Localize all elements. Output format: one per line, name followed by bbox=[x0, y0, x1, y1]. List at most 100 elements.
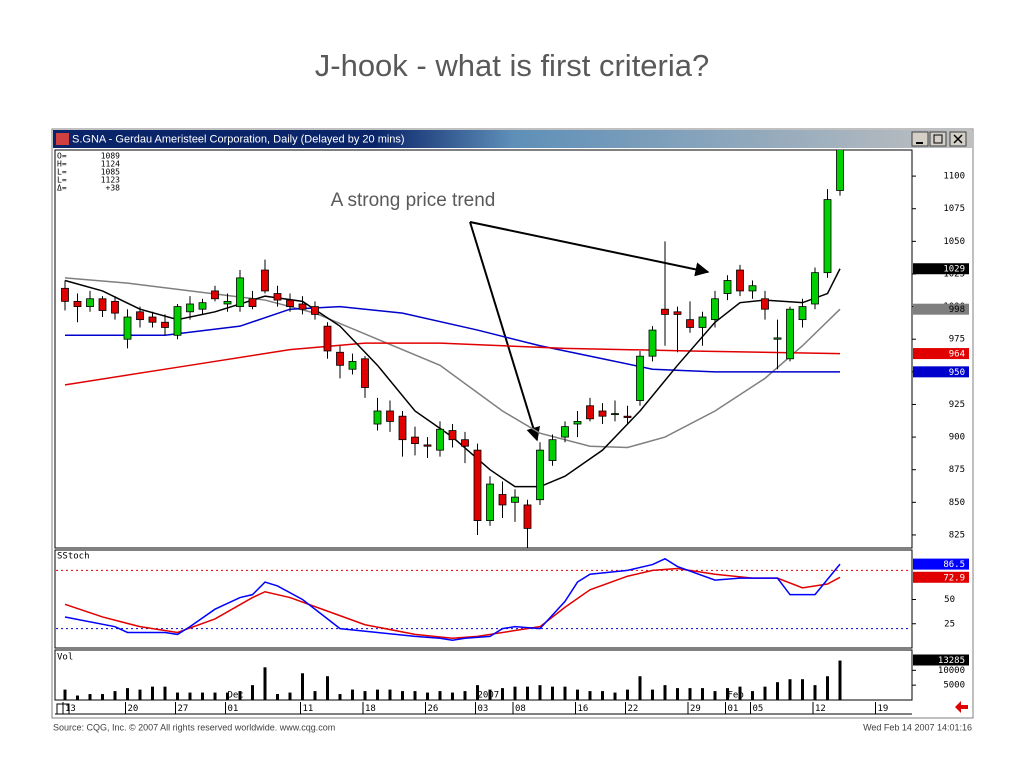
volume-bar bbox=[551, 686, 554, 700]
volume-bar bbox=[576, 689, 579, 700]
footer-source: Source: CQG, Inc. © 2007 All rights rese… bbox=[53, 722, 335, 732]
volume-bar bbox=[663, 685, 667, 700]
candle-body bbox=[498, 494, 507, 506]
y-tick-label: 50 bbox=[944, 595, 955, 605]
y-tick-label: 1025 bbox=[943, 269, 965, 279]
candle-body bbox=[298, 303, 307, 310]
volume-bar bbox=[251, 685, 254, 700]
volume-bar bbox=[138, 689, 142, 700]
candle-body bbox=[536, 449, 544, 501]
info-value: 1089 bbox=[101, 152, 120, 161]
candle-body bbox=[436, 428, 444, 451]
y-tick-label: 1100 bbox=[943, 172, 965, 182]
volume-bar bbox=[163, 686, 167, 700]
y-tick-label: 25 bbox=[944, 619, 955, 629]
volume-bar bbox=[101, 694, 104, 700]
value-badge-label: 86.5 bbox=[943, 560, 965, 570]
y-tick-label: 1050 bbox=[943, 237, 965, 247]
candle-body bbox=[836, 150, 844, 191]
info-label: O= bbox=[57, 152, 67, 161]
slide-title: J-hook - what is first criteria? bbox=[315, 48, 710, 83]
candle-body bbox=[423, 444, 432, 447]
volume-bar bbox=[338, 694, 342, 700]
candle-body bbox=[161, 321, 169, 328]
price-pane bbox=[54, 149, 913, 549]
value-badge bbox=[913, 303, 969, 315]
window-buttons[interactable] bbox=[911, 131, 967, 147]
y-tick-label: 850 bbox=[949, 498, 965, 508]
volume-bar bbox=[201, 692, 204, 700]
volume-bar bbox=[238, 691, 242, 700]
maximize-button[interactable] bbox=[929, 131, 947, 147]
info-label: L= bbox=[57, 176, 67, 185]
y-tick-label: 1075 bbox=[943, 204, 965, 214]
candle-body bbox=[773, 337, 782, 340]
volume-bar bbox=[301, 673, 304, 700]
maximize-glyph bbox=[933, 134, 943, 144]
volume-bar bbox=[288, 692, 292, 700]
volume-bar bbox=[563, 686, 567, 700]
volume-bar bbox=[688, 688, 692, 700]
x-tick-label: 01 bbox=[228, 704, 239, 714]
candle-body bbox=[511, 496, 519, 503]
y-tick-label: 875 bbox=[949, 465, 965, 475]
volume-bar bbox=[413, 691, 417, 700]
candle-body bbox=[461, 439, 469, 447]
volume-bar bbox=[76, 695, 79, 700]
x-tick-label: 03 bbox=[478, 704, 489, 714]
candle-body bbox=[786, 308, 794, 360]
candle-body bbox=[186, 303, 194, 313]
candle-body bbox=[648, 329, 657, 357]
scroll-arrow[interactable] bbox=[955, 701, 968, 713]
volume-bar bbox=[676, 688, 679, 700]
x-tick-label: 22 bbox=[628, 704, 639, 714]
x-tick-label: 12 bbox=[815, 704, 826, 714]
candle-body bbox=[473, 449, 482, 521]
candle-body bbox=[148, 316, 157, 323]
volume-bar bbox=[501, 688, 504, 700]
candle-body bbox=[748, 285, 757, 292]
x-tick-label: 11 bbox=[303, 704, 314, 714]
volume-bar bbox=[651, 689, 654, 700]
value-badge bbox=[913, 571, 969, 583]
candle-body bbox=[723, 280, 732, 294]
volume-bar bbox=[738, 686, 742, 700]
volume-bar bbox=[276, 694, 279, 700]
volume-bar bbox=[713, 691, 717, 700]
volume-bar bbox=[513, 686, 517, 700]
candle-body bbox=[236, 277, 244, 307]
candle-body bbox=[98, 298, 107, 311]
candle-body bbox=[86, 298, 94, 307]
volume-bar bbox=[388, 689, 392, 700]
candle-body bbox=[636, 355, 644, 401]
month-label: Dec bbox=[228, 691, 244, 701]
line bbox=[64, 557, 841, 641]
candle-body bbox=[136, 311, 144, 321]
candle-body bbox=[561, 426, 569, 438]
volume-bar bbox=[363, 691, 367, 700]
close-glyph bbox=[953, 134, 963, 144]
volume-bar bbox=[801, 679, 804, 700]
candle-body bbox=[736, 269, 744, 292]
value-badge-label: 950 bbox=[949, 368, 965, 378]
value-badge-label: 72.9 bbox=[943, 573, 965, 583]
volume-pane bbox=[54, 649, 913, 701]
candle-body bbox=[523, 504, 532, 529]
annotation: A strong price trend bbox=[331, 190, 496, 211]
month-label: 2007 bbox=[478, 691, 500, 701]
value-badge bbox=[913, 654, 969, 666]
candle-body bbox=[548, 439, 557, 461]
value-badge bbox=[913, 263, 969, 275]
info-value: 1124 bbox=[101, 160, 120, 169]
volume-bar bbox=[263, 667, 267, 700]
volume-bar bbox=[813, 685, 817, 700]
value-badge-label: 13285 bbox=[938, 656, 965, 666]
candle-body bbox=[286, 299, 294, 307]
line bbox=[64, 342, 841, 386]
volume-bar bbox=[188, 692, 192, 700]
x-tick-label: 27 bbox=[178, 704, 189, 714]
candle-body bbox=[373, 410, 382, 425]
volume-bar bbox=[601, 691, 604, 700]
line bbox=[65, 305, 840, 373]
pane-label: SStoch bbox=[57, 552, 90, 562]
